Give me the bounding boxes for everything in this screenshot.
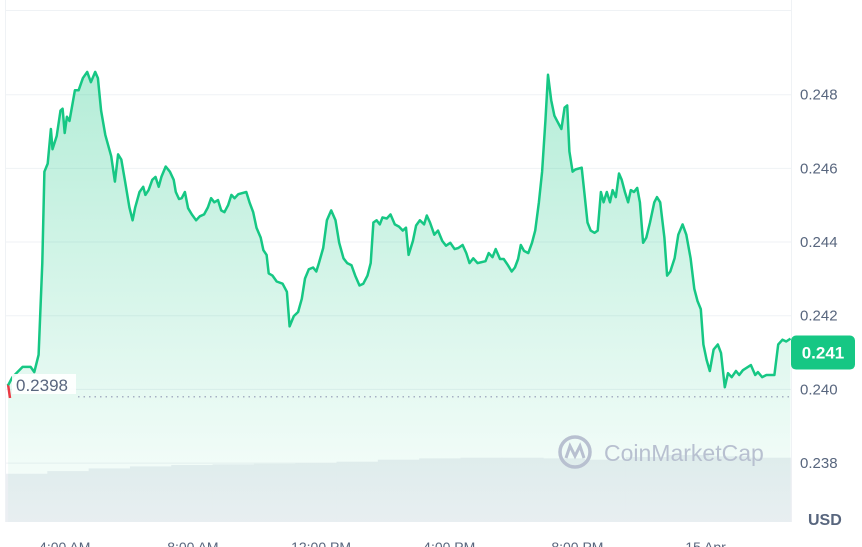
reference-label: 0.2398 [16,376,68,395]
y-tick-label: 0.240 [800,381,838,398]
x-tick-label: 4:00 AM [39,539,90,547]
x-tick-label: 8:00 AM [167,539,218,547]
x-tick-label: 15 Apr [685,539,726,547]
y-tick-label: 0.246 [800,160,838,177]
price-line [6,70,792,389]
currency-label: USD [808,512,842,529]
y-axis: 0.248 0.246 0.244 0.242 0.240 0.238 [800,87,838,472]
watermark-logo: CoinMarketCap [558,435,764,469]
x-axis: 4:00 AM 8:00 AM 12:00 PM 4:00 PM 8:00 PM 15 A… [39,539,726,547]
y-tick-label: 0.242 [800,308,838,325]
x-tick-label: 4:00 PM [423,539,475,547]
y-tick-label: 0.244 [800,234,838,251]
y-tick-label: 0.238 [800,455,838,472]
current-price-label: 0.241 [802,344,845,363]
reference-label-bg [12,374,76,394]
x-tick-label: 8:00 PM [551,539,603,547]
previous-segment-negative [6,383,12,399]
price-area-fill [8,71,791,523]
y-tick-label: 0.248 [800,87,838,104]
watermark-text: CoinMarketCap [604,440,764,466]
current-price-badge: 0.241 [791,335,855,370]
x-tick-label: 12:00 PM [291,539,351,547]
